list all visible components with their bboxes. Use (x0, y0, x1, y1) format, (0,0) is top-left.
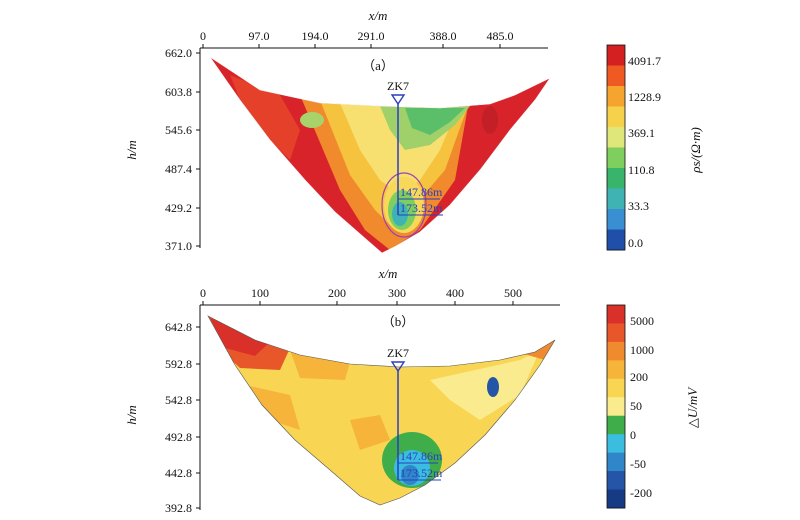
y-tick-label: 392.8 (165, 501, 192, 515)
y-tick-label: 662.0 (165, 46, 192, 60)
colorbar-swatch (607, 127, 625, 148)
colorbar-b: 5000 1000 200 50 0 -50 -200 △U/mV (606, 304, 700, 509)
x-tick-label: 0 (200, 29, 206, 43)
colorbar-label: 1228.9 (628, 90, 661, 104)
x-ticks-a: 0 97.0 194.0 291.0 388.0 485.0 (200, 29, 514, 48)
colorbar-swatch (607, 188, 625, 210)
colorbar-swatch (607, 471, 625, 491)
colorbar-swatch (607, 86, 625, 107)
borehole-marker-icon (390, 361, 406, 373)
colorbar-swatch (607, 229, 625, 251)
x-axis-title-b: x/m (378, 266, 398, 281)
colorbar-label: 33.3 (628, 199, 649, 213)
x-ticks-b: 0 100 200 300 400 500 (200, 286, 522, 305)
colorbar-label: 4091.7 (628, 54, 661, 68)
y-tick-label: 487.4 (165, 162, 192, 176)
x-tick-label: 100 (251, 286, 269, 300)
x-tick-label: 485.0 (487, 29, 514, 43)
panel-label-b: （b） (382, 314, 415, 329)
panel-a: 0 97.0 194.0 291.0 388.0 485.0 x/m （a） 6… (124, 8, 703, 254)
colorbar-swatch (607, 45, 625, 66)
colorbar-swatch (607, 378, 625, 398)
colorbar-swatch (607, 452, 625, 472)
colorbar-label: 110.8 (628, 163, 655, 177)
x-tick-label: 300 (388, 286, 406, 300)
panel-label-a: （a） (362, 58, 394, 73)
y-tick-label: 592.8 (165, 357, 192, 371)
colorbar-label: 369.1 (628, 126, 655, 140)
x-tick-label: 194.0 (302, 29, 329, 43)
panel-b: 0 100 200 300 400 500 x/m （b） 642.8 592.… (124, 266, 700, 515)
y-tick-label: 371.0 (165, 239, 192, 253)
potential-section (208, 316, 555, 505)
colorbar-label: 200 (630, 370, 648, 384)
depth-annotation: 173.52m (400, 466, 443, 480)
y-tick-label: 642.8 (165, 320, 192, 334)
colorbar-swatch (607, 305, 625, 324)
colorbar-swatch (607, 323, 625, 343)
y-tick-label: 492.8 (165, 430, 192, 444)
borehole-label: ZK7 (387, 346, 409, 360)
colorbar-swatch (607, 168, 625, 189)
y-axis-title-b: h/m (124, 405, 139, 425)
colorbar-label: -200 (630, 486, 652, 500)
y-tick-label: 603.8 (165, 85, 192, 99)
x-tick-label: 291.0 (358, 29, 385, 43)
colorbar-swatch (607, 65, 625, 87)
x-tick-label: 0 (200, 286, 206, 300)
colorbar-label: 0.0 (628, 236, 643, 250)
depth-annotation: 147.86m (400, 185, 443, 199)
x-tick-label: 97.0 (249, 29, 270, 43)
y-tick-label: 545.6 (165, 123, 192, 137)
colorbar-swatch (607, 360, 625, 380)
x-tick-label: 200 (328, 286, 346, 300)
colorbar-title-a: ρs/(Ω·m) (688, 127, 703, 174)
borehole-marker-icon (390, 94, 406, 106)
depth-annotation: 173.52m (400, 201, 443, 215)
colorbar-swatch (607, 489, 625, 509)
colorbar-swatch (607, 209, 625, 230)
borehole-zk7-a: ZK7 147.86m 173.52m (387, 79, 443, 216)
y-tick-label: 442.8 (165, 466, 192, 480)
colorbar-swatch (607, 106, 625, 128)
colorbar-label: 0 (630, 428, 636, 442)
borehole-label: ZK7 (387, 79, 409, 93)
colorbar-label: 5000 (630, 314, 654, 328)
colorbar-swatch (607, 341, 625, 361)
x-axis-title-a: x/m (368, 8, 388, 23)
x-tick-label: 388.0 (430, 29, 457, 43)
x-tick-label: 500 (504, 286, 522, 300)
colorbar-title-b: △U/mV (685, 386, 700, 428)
colorbar-swatch (607, 415, 625, 435)
colorbar-swatch (607, 397, 625, 417)
y-tick-label: 429.2 (165, 201, 192, 215)
resistivity-section (210, 57, 550, 253)
borehole-zk7-b: ZK7 147.86m 173.52m (387, 346, 443, 481)
colorbar-label: 1000 (630, 343, 654, 357)
colorbar-label: 50 (630, 399, 642, 413)
colorbar-swatch (607, 147, 625, 169)
y-axis-title-a: h/m (124, 140, 139, 160)
colorbar-a: 4091.7 1228.9 369.1 110.8 33.3 0.0 ρs/(Ω… (606, 44, 703, 251)
y-tick-label: 542.8 (165, 393, 192, 407)
y-ticks-a: 662.0 603.8 545.6 487.4 429.2 371.0 (165, 46, 200, 253)
depth-annotation: 147.86m (400, 449, 443, 463)
colorbar-swatch (607, 434, 625, 454)
x-tick-label: 400 (446, 286, 464, 300)
y-ticks-b: 642.8 592.8 542.8 492.8 442.8 392.8 (165, 320, 200, 515)
colorbar-label: -50 (630, 457, 646, 471)
